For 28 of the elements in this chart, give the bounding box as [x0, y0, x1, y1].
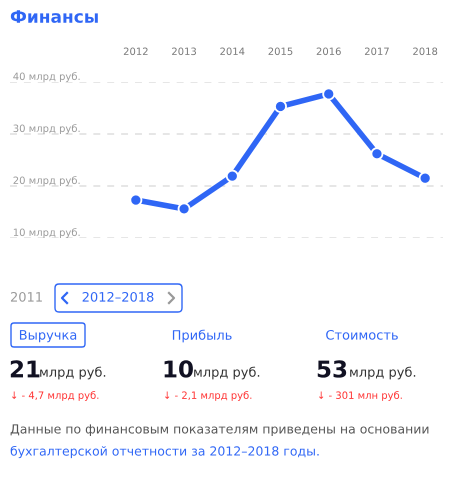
text: 2012–2018 — [82, 292, 154, 302]
x-tick-label: 2015 — [268, 48, 292, 56]
y-tick-label: 20 млрд руб. — [14, 176, 80, 186]
text: млрд руб. — [350, 366, 416, 380]
text: Выручка — [20, 330, 76, 342]
x-tick-label: 2013 — [172, 48, 196, 56]
y-tick-label: 40 млрд руб. — [13, 72, 80, 82]
text: 2011 — [10, 292, 42, 302]
y-tick-label: 10 млрд руб. — [14, 228, 80, 238]
text: 53 — [318, 360, 346, 378]
text: Стоимость — [326, 330, 398, 340]
text: Данные по финансовым показателям приведены на основании — [10, 424, 428, 436]
x-tick-label: 2017 — [364, 48, 389, 56]
text: ↓ - 2,1 млрд руб. — [165, 391, 252, 401]
text: Прибыль — [172, 330, 232, 342]
text: ↓ - 301 млн руб. — [319, 391, 402, 401]
y-tick-label: 30 млрд руб. — [14, 124, 80, 134]
x-tick-label: 2018 — [413, 48, 438, 56]
text: 21 — [10, 360, 40, 378]
x-tick-label: 2012 — [124, 48, 148, 56]
text: ↓ - 4,7 млрд руб. — [12, 391, 98, 401]
text: 10 — [164, 360, 193, 378]
text: бухгалтерской отчетности за 2012–2018 годы. — [10, 446, 319, 458]
x-tick-label: 2014 — [220, 48, 244, 56]
chart-title: Финансы — [10, 10, 98, 23]
text: млрд руб. — [194, 366, 260, 380]
text: млрд руб. — [40, 366, 106, 380]
x-tick-label: 2016 — [316, 48, 341, 56]
